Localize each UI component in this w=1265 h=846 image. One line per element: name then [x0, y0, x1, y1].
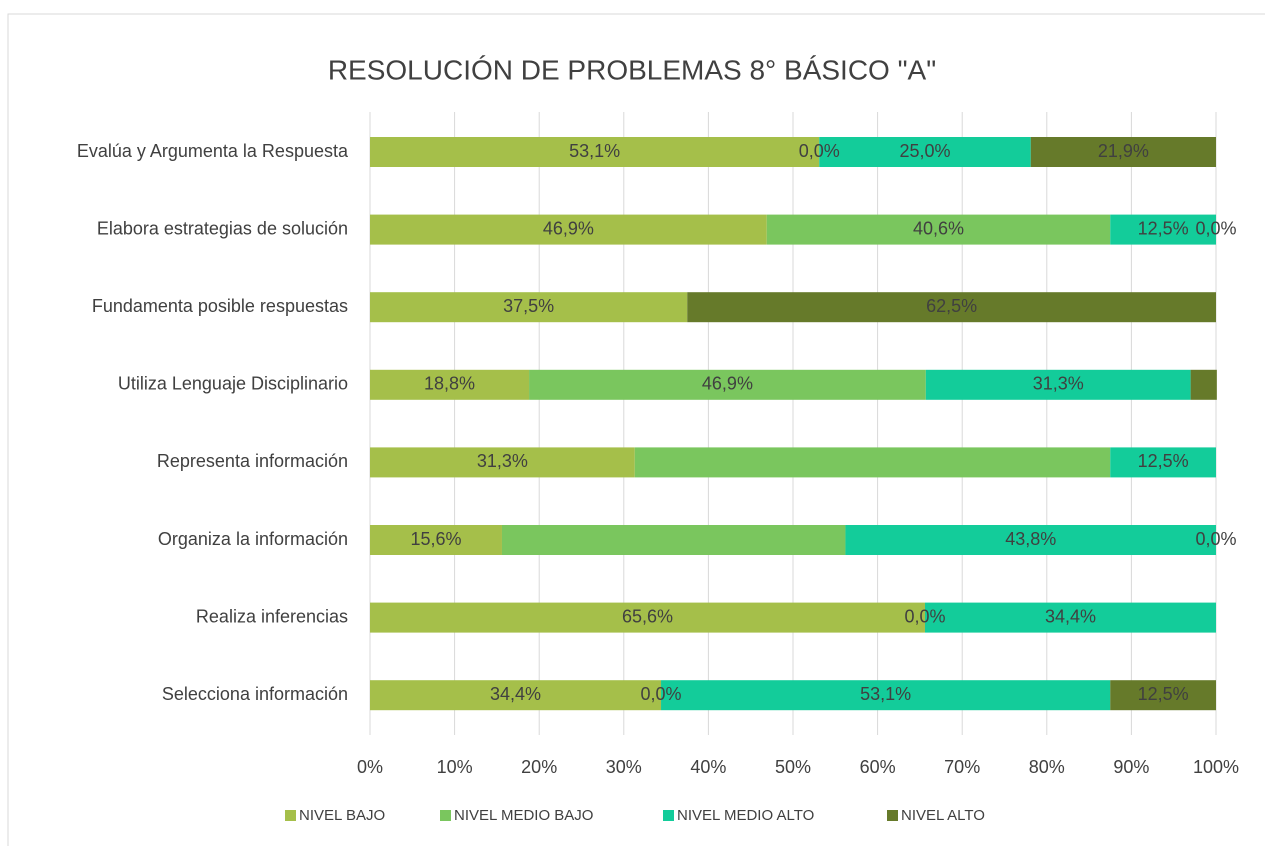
- bar-segment: [370, 137, 820, 167]
- bar-segment: [501, 525, 846, 555]
- x-tick-label: 20%: [521, 757, 557, 777]
- x-tick-label: 10%: [437, 757, 473, 777]
- bar-segment: [1190, 369, 1217, 400]
- data-label: 62,5%: [926, 296, 977, 316]
- legend-label: NIVEL MEDIO ALTO: [677, 807, 814, 824]
- legend-swatch: [285, 810, 296, 821]
- y-tick-label: Utiliza Lenguaje Disciplinario: [118, 374, 348, 394]
- data-label: 0,0%: [904, 606, 945, 626]
- legend-swatch: [887, 810, 898, 821]
- data-label: 21,9%: [1098, 141, 1149, 161]
- data-label: 18,8%: [424, 374, 475, 394]
- data-label: 40,6%: [913, 218, 964, 238]
- bar-segment: [661, 680, 1111, 711]
- data-label: 53,1%: [569, 141, 620, 161]
- data-label: 12,5%: [1138, 218, 1189, 238]
- y-tick-label: Representa información: [157, 451, 348, 471]
- data-label: 43,8%: [1005, 529, 1056, 549]
- bar-segment: [370, 214, 767, 245]
- bar-segment: [845, 525, 1216, 555]
- bar-segment: [766, 214, 1111, 245]
- x-tick-label: 50%: [775, 757, 811, 777]
- bar-segment: [370, 447, 635, 478]
- legend-swatch: [663, 810, 674, 821]
- x-tick-label: 100%: [1193, 757, 1239, 777]
- data-label: 12,5%: [1138, 451, 1189, 471]
- data-label: 31,3%: [1033, 374, 1084, 394]
- data-label: 15,6%: [410, 529, 461, 549]
- data-label: 31,3%: [477, 451, 528, 471]
- data-label: 0,0%: [799, 141, 840, 161]
- x-tick-label: 70%: [944, 757, 980, 777]
- data-label: 34,4%: [490, 684, 541, 704]
- bar-segment: [634, 447, 1111, 478]
- x-tick-label: 0%: [357, 757, 383, 777]
- data-label: 34,4%: [1045, 606, 1096, 626]
- bar-segment: [529, 369, 926, 400]
- legend-label: NIVEL MEDIO BAJO: [454, 807, 593, 824]
- bar-segment: [370, 680, 662, 711]
- bar-segment: [370, 602, 925, 633]
- bar-segment: [370, 369, 530, 400]
- y-tick-label: Fundamenta posible respuestas: [92, 296, 348, 316]
- y-tick-label: Realiza inferencias: [196, 606, 348, 626]
- chart-title: RESOLUCIÓN DE PROBLEMAS 8° BÁSICO "A": [328, 54, 936, 85]
- bar-segment: [819, 137, 1031, 167]
- data-label: 0,0%: [1195, 529, 1236, 549]
- y-tick-label: Organiza la información: [158, 529, 348, 549]
- data-label: 53,1%: [860, 684, 911, 704]
- legend-label: NIVEL BAJO: [299, 807, 385, 824]
- x-tick-label: 60%: [860, 757, 896, 777]
- data-label: 25,0%: [899, 141, 950, 161]
- x-tick-label: 30%: [606, 757, 642, 777]
- data-label: 46,9%: [543, 218, 594, 238]
- legend-label: NIVEL ALTO: [901, 807, 985, 824]
- x-tick-label: 40%: [690, 757, 726, 777]
- data-label: 12,5%: [1138, 684, 1189, 704]
- data-label: 37,5%: [503, 296, 554, 316]
- bar-segment: [1110, 214, 1216, 245]
- bar-segment: [687, 292, 1216, 323]
- y-tick-label: Evalúa y Argumenta la Respuesta: [77, 141, 349, 161]
- y-tick-label: Elabora estrategias de solución: [97, 218, 348, 238]
- bar-segment: [1110, 680, 1216, 711]
- legend-swatch: [440, 810, 451, 821]
- bar-segment: [1030, 137, 1216, 167]
- bar-segment: [925, 369, 1191, 400]
- bar-segment: [1110, 447, 1216, 478]
- bar-segment: [924, 602, 1216, 633]
- data-label: 0,0%: [641, 684, 682, 704]
- bar-segment: [370, 292, 688, 323]
- x-tick-label: 90%: [1113, 757, 1149, 777]
- bar-segment: [370, 525, 502, 555]
- y-tick-label: Selecciona información: [162, 684, 348, 704]
- x-tick-label: 80%: [1029, 757, 1065, 777]
- data-label: 65,6%: [622, 606, 673, 626]
- data-label: 0,0%: [1195, 218, 1236, 238]
- data-label: 46,9%: [702, 374, 753, 394]
